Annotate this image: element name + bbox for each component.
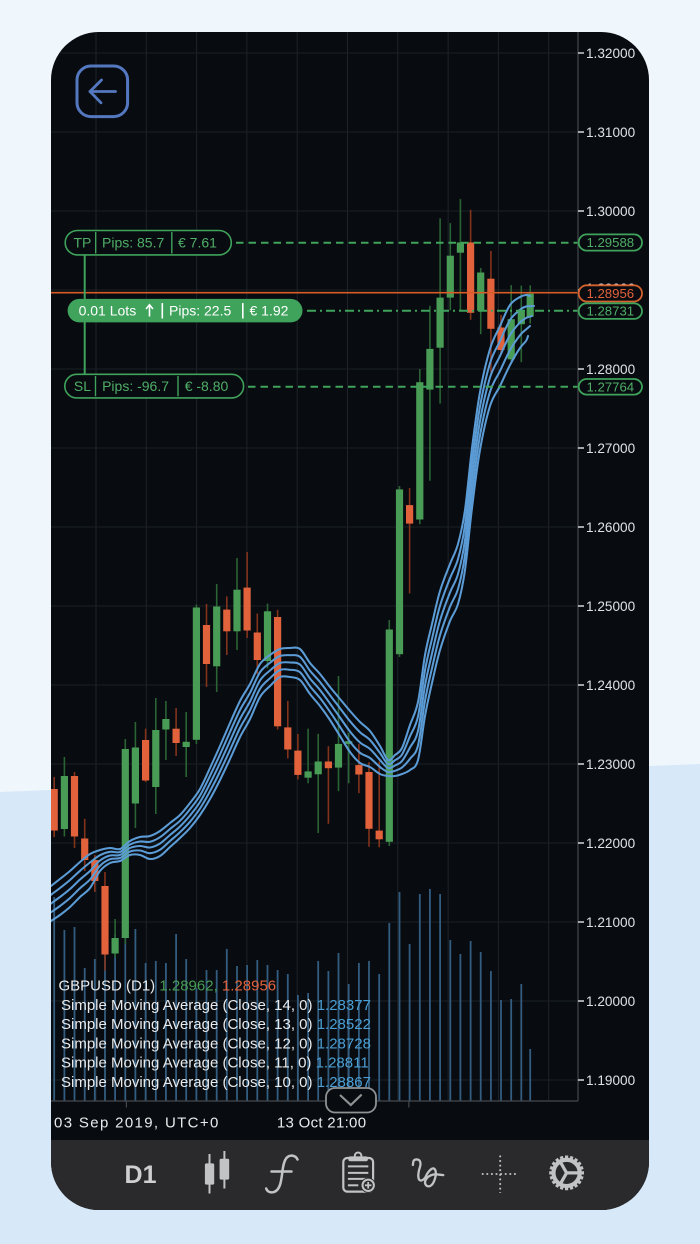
svg-text:1.30000: 1.30000 [586, 204, 636, 219]
svg-text:1.27764: 1.27764 [586, 379, 634, 394]
svg-text:1.28956: 1.28956 [586, 286, 634, 301]
svg-text:TP: TP [74, 235, 92, 251]
svg-text:Simple Moving Average (Close,: Simple Moving Average (Close, 13, 0) 1.2… [61, 1016, 371, 1033]
svg-text:Simple Moving Average (Close,: Simple Moving Average (Close, 10, 0) 1.2… [61, 1074, 371, 1091]
svg-text:Pips: 22.5: Pips: 22.5 [169, 302, 231, 318]
svg-text:Pips: -96.7: Pips: -96.7 [102, 378, 169, 394]
svg-text:13 Oct 21:00: 13 Oct 21:00 [277, 1114, 367, 1131]
svg-text:€ -8.80: € -8.80 [185, 378, 229, 394]
svg-text:1.23000: 1.23000 [586, 757, 636, 772]
svg-text:Pips: 85.7: Pips: 85.7 [102, 235, 164, 251]
svg-text:0.01 Lots: 0.01 Lots [79, 302, 137, 318]
svg-text:GBPUSD (D1) 1.28962, 1.28956: GBPUSD (D1) 1.28962, 1.28956 [59, 978, 277, 995]
svg-text:SL: SL [74, 378, 91, 394]
svg-text:1.28000: 1.28000 [586, 362, 636, 377]
svg-text:Simple Moving Average (Close,: Simple Moving Average (Close, 12, 0) 1.2… [61, 1035, 371, 1052]
svg-text:1.27000: 1.27000 [586, 441, 636, 456]
svg-text:€ 7.61: € 7.61 [178, 235, 217, 251]
svg-text:1.24000: 1.24000 [586, 678, 636, 693]
svg-text:1.29588: 1.29588 [586, 235, 634, 250]
svg-text:03 Sep 2019, UTC+0: 03 Sep 2019, UTC+0 [54, 1114, 220, 1131]
svg-text:D1: D1 [125, 1161, 157, 1189]
svg-text:1.28731: 1.28731 [586, 304, 634, 319]
svg-text:1.22000: 1.22000 [586, 836, 636, 851]
svg-text:1.26000: 1.26000 [586, 520, 636, 535]
svg-text:1.31000: 1.31000 [586, 125, 636, 140]
svg-text:1.21000: 1.21000 [586, 915, 636, 930]
svg-text:Simple Moving Average (Close,: Simple Moving Average (Close, 11, 0) 1.2… [61, 1055, 369, 1072]
svg-text:1.32000: 1.32000 [586, 46, 636, 61]
svg-text:1.19000: 1.19000 [586, 1073, 636, 1088]
svg-text:€ 1.92: € 1.92 [250, 302, 289, 318]
svg-text:1.20000: 1.20000 [586, 994, 636, 1009]
svg-text:Simple Moving Average (Close,: Simple Moving Average (Close, 14, 0) 1.2… [61, 997, 371, 1014]
svg-text:1.25000: 1.25000 [586, 599, 636, 614]
